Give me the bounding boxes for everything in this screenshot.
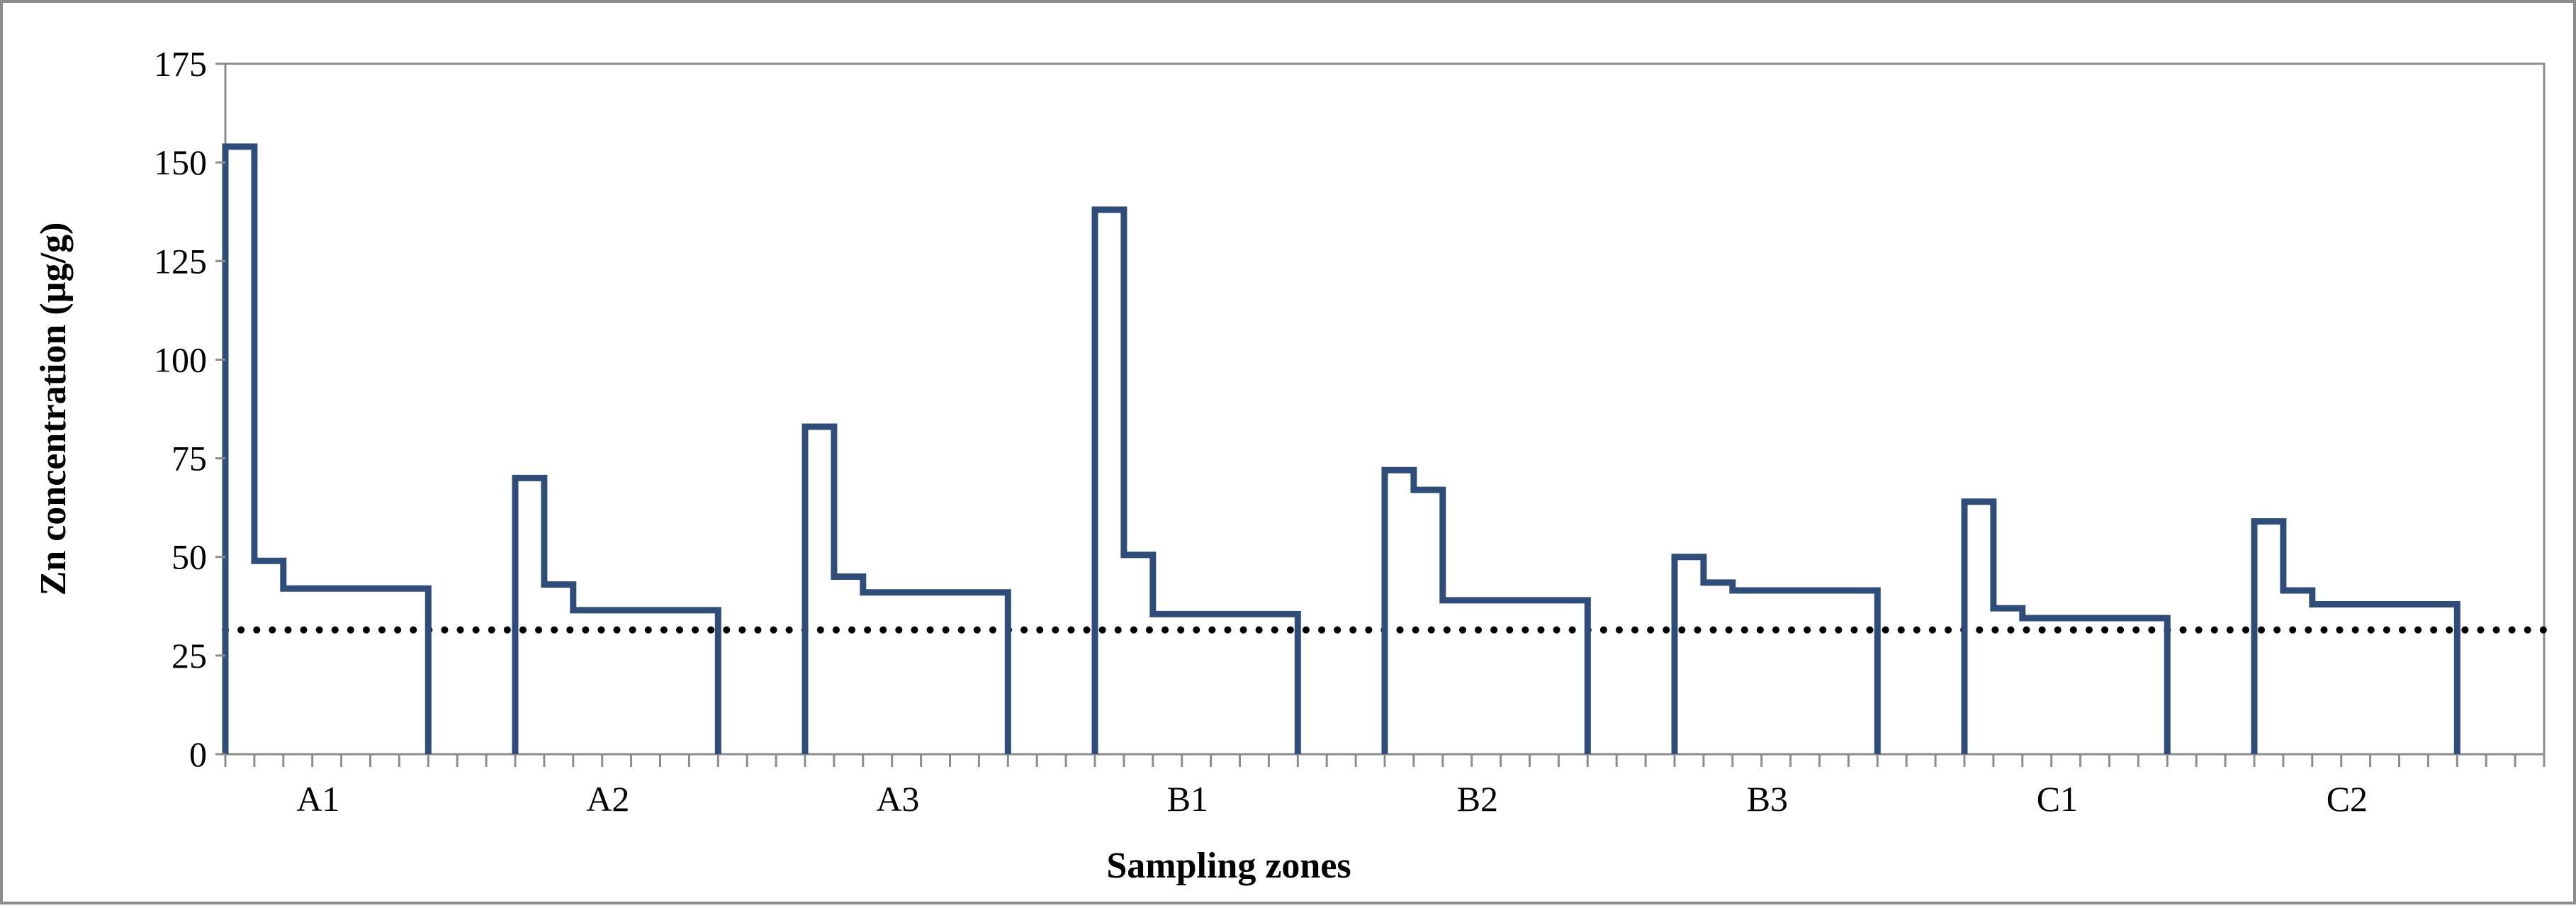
x-category-label: C1 xyxy=(2037,779,2078,819)
y-tick-label: 75 xyxy=(171,439,207,478)
x-category-label: C2 xyxy=(2327,779,2368,819)
step-profile-B1 xyxy=(1091,206,1301,754)
x-category-label: B3 xyxy=(1747,779,1788,819)
x-category-label: A2 xyxy=(586,779,629,819)
x-category-label: B2 xyxy=(1457,779,1498,819)
x-axis-title: Sampling zones xyxy=(1106,846,1351,886)
step-profile-A1 xyxy=(222,143,432,754)
x-category-label: A1 xyxy=(296,779,339,819)
y-tick-label: 25 xyxy=(171,636,207,676)
step-profile-B3 xyxy=(1671,554,1881,754)
step-profile-B2 xyxy=(1381,466,1591,754)
y-tick-label: 0 xyxy=(189,734,207,774)
y-tick-label: 150 xyxy=(154,142,207,182)
step-profile-C1 xyxy=(1961,498,2171,754)
step-profile-C2 xyxy=(2251,518,2460,754)
step-profile-A2 xyxy=(512,474,721,754)
y-tick-label: 100 xyxy=(154,340,207,379)
y-tick-label: 50 xyxy=(171,537,207,577)
x-category-label: A3 xyxy=(876,779,919,819)
y-tick-label: 175 xyxy=(154,44,207,84)
y-axis-title: Zn concentration (µg/g) xyxy=(33,223,74,596)
x-category-label: B1 xyxy=(1167,779,1208,819)
step-profile-A3 xyxy=(802,423,1011,754)
y-tick-label: 125 xyxy=(154,241,207,281)
